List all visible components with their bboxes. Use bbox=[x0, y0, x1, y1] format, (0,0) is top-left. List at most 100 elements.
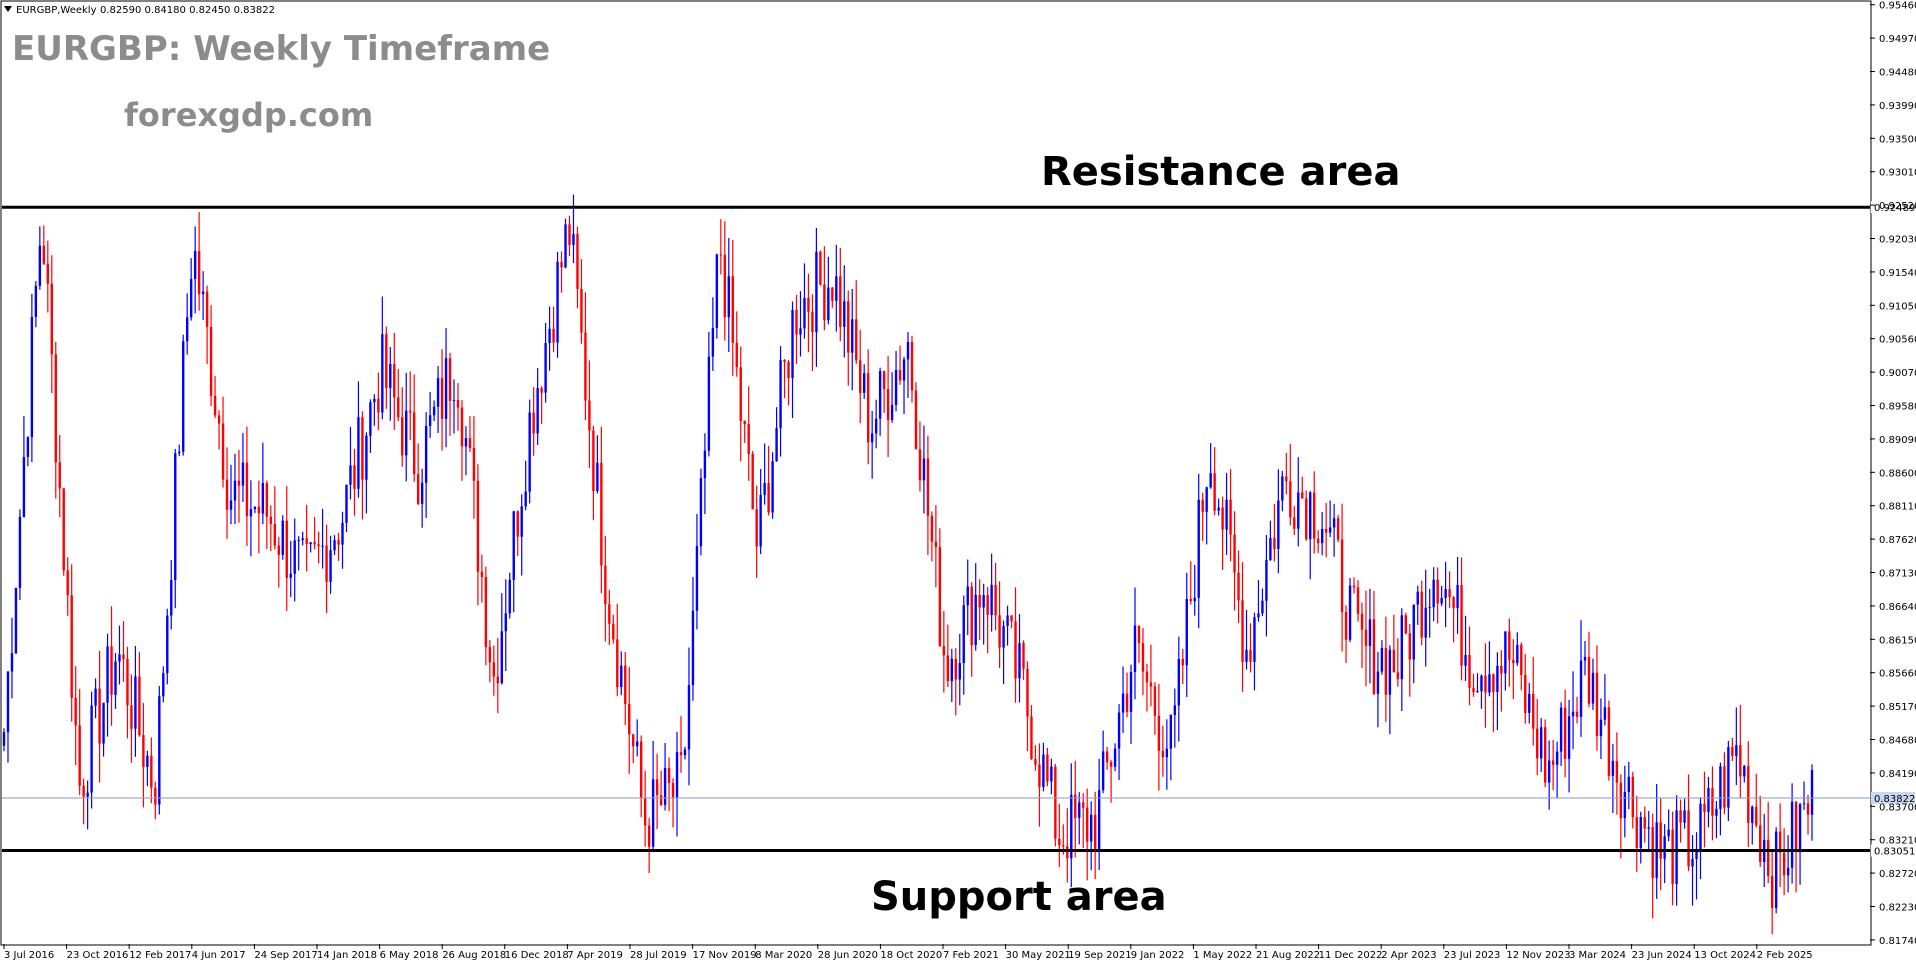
levels-group: 0.83822 0.92489 0.83051 bbox=[2, 201, 1915, 858]
x-tick-label: 12 Nov 2023 bbox=[1506, 950, 1570, 961]
candle-body bbox=[1703, 803, 1706, 812]
candle-body bbox=[1384, 648, 1388, 695]
candle-body bbox=[620, 665, 623, 688]
candle-body bbox=[1440, 597, 1443, 604]
candle-body bbox=[1663, 836, 1666, 859]
candle-body bbox=[1197, 499, 1200, 598]
candle-body bbox=[1113, 748, 1117, 767]
candle-body bbox=[345, 484, 348, 523]
candle-body bbox=[138, 676, 141, 736]
candle-body bbox=[42, 245, 46, 264]
candle-body bbox=[205, 291, 209, 327]
candle-body bbox=[1806, 803, 1810, 815]
candle-body bbox=[1376, 671, 1380, 694]
resistance-price-label: 0.92489 bbox=[1874, 203, 1915, 214]
candle-body bbox=[894, 369, 898, 405]
candle-body bbox=[405, 410, 408, 456]
time-axis[interactable]: 3 Jul 2016 23 Oct 2016 12 Feb 2017 4 Jun 20… bbox=[3, 944, 1813, 961]
candle-body bbox=[815, 251, 818, 333]
candle-body bbox=[1189, 599, 1192, 602]
candle-body bbox=[548, 328, 551, 344]
candle-body bbox=[719, 254, 723, 256]
candle-body bbox=[70, 595, 73, 698]
x-tick-label: 12 Feb 2017 bbox=[129, 950, 191, 961]
candle-body bbox=[349, 465, 352, 485]
candle-body bbox=[986, 594, 989, 616]
candle-body bbox=[958, 663, 961, 680]
candle-body bbox=[870, 433, 874, 443]
candle-body bbox=[1739, 745, 1742, 777]
candle-body bbox=[1532, 693, 1535, 729]
candle-body bbox=[1782, 852, 1786, 876]
candle-body bbox=[759, 494, 762, 547]
candle-body bbox=[1205, 487, 1208, 512]
candle-body bbox=[823, 284, 826, 321]
candle-body bbox=[874, 418, 878, 434]
candle-body bbox=[938, 547, 942, 647]
candle-body bbox=[1372, 619, 1376, 694]
candle-body bbox=[154, 787, 157, 805]
candle-body bbox=[1368, 619, 1372, 646]
x-tick-label: 24 Sep 2017 bbox=[254, 950, 317, 961]
candle-body bbox=[420, 482, 424, 504]
candle-body bbox=[819, 251, 822, 285]
candle-body bbox=[1774, 831, 1778, 909]
candle-body bbox=[1129, 672, 1133, 712]
candle-body bbox=[468, 438, 472, 448]
x-tick-label: 30 May 2021 bbox=[1006, 950, 1071, 961]
candle-body bbox=[687, 685, 691, 750]
candle-body bbox=[1408, 633, 1411, 660]
chart-title-annotation: EURGBP: Weekly Timeframe bbox=[12, 29, 550, 69]
candle-body bbox=[341, 522, 344, 545]
candle-body bbox=[1587, 656, 1591, 704]
candle-body bbox=[317, 544, 320, 546]
candle-body bbox=[568, 224, 571, 245]
candle-body bbox=[994, 584, 997, 616]
candle-body bbox=[162, 673, 165, 697]
candle-body bbox=[803, 297, 806, 329]
candle-body bbox=[1687, 810, 1690, 867]
candle-body bbox=[1054, 766, 1057, 839]
candle-body bbox=[1444, 589, 1447, 598]
candle-body bbox=[1766, 839, 1770, 876]
triangle-down-icon[interactable] bbox=[4, 6, 12, 12]
candle-body bbox=[1631, 776, 1634, 818]
candle-body bbox=[1324, 528, 1328, 533]
candle-body bbox=[142, 735, 145, 767]
candle-body bbox=[1583, 656, 1587, 661]
x-tick-label: 16 Dec 2018 bbox=[505, 950, 569, 961]
candle-body bbox=[1309, 492, 1312, 540]
x-tick-label: 7 Apr 2019 bbox=[567, 950, 622, 961]
candle-body bbox=[632, 734, 635, 747]
candle-body bbox=[512, 511, 515, 580]
candle-body bbox=[1416, 591, 1419, 605]
candle-body bbox=[253, 506, 257, 510]
candle-body bbox=[851, 319, 854, 353]
candle-body bbox=[1237, 572, 1240, 601]
candle-body bbox=[1559, 707, 1563, 752]
candle-body bbox=[1647, 827, 1650, 829]
candle-body bbox=[30, 316, 34, 438]
candle-body bbox=[1352, 585, 1356, 588]
candle-body bbox=[1643, 817, 1646, 829]
candle-body bbox=[201, 291, 205, 295]
candle-body bbox=[197, 251, 201, 295]
candle-body bbox=[1026, 668, 1029, 717]
x-tick-label: 11 Dec 2022 bbox=[1319, 950, 1383, 961]
candle-body bbox=[1177, 658, 1181, 706]
x-tick-label: 1 May 2022 bbox=[1193, 950, 1252, 961]
candle-body bbox=[1360, 613, 1364, 630]
candle-body bbox=[1125, 693, 1129, 712]
candle-body bbox=[34, 285, 38, 317]
candle-body bbox=[767, 482, 770, 513]
candle-body bbox=[1380, 648, 1384, 672]
candle-body bbox=[1034, 759, 1037, 765]
candle-body bbox=[1058, 838, 1061, 846]
